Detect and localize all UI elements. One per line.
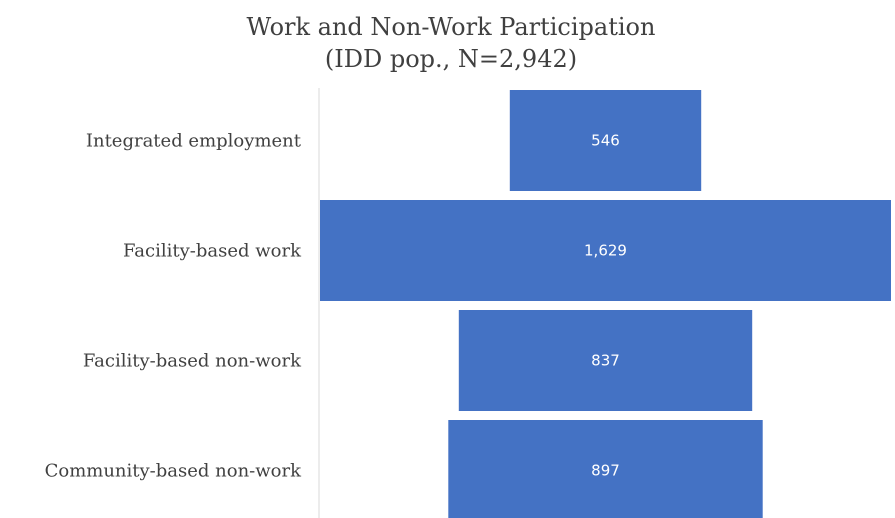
bar-3 <box>448 420 763 518</box>
bar-value-label-1: 1,629 <box>584 242 627 260</box>
category-label-2: Facility-based non-work <box>83 351 302 372</box>
bar-1 <box>320 200 891 301</box>
bar-value-label-2: 837 <box>591 352 620 370</box>
bar-value-label-3: 897 <box>591 462 620 480</box>
bar-2 <box>458 310 753 411</box>
category-label-0: Integrated employment <box>86 131 302 152</box>
bar-group: 546 Integrated employment 1,629 Facility-ba… <box>45 90 891 518</box>
chart-title-line-1: Work and Non-Work Participation <box>247 13 656 41</box>
bar-0 <box>509 90 702 191</box>
category-label-1: Facility-based work <box>123 241 302 262</box>
chart-title-line-2: (IDD pop., N=2,942) <box>325 45 577 73</box>
bar-value-label-0: 546 <box>591 132 620 150</box>
category-label-3: Community-based non-work <box>45 461 303 482</box>
